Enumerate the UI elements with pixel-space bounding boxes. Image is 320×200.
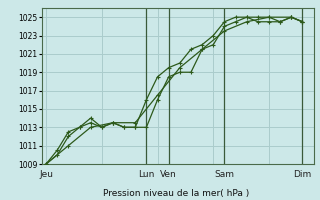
Text: Pression niveau de la mer( hPa ): Pression niveau de la mer( hPa ) bbox=[103, 189, 249, 198]
Text: Lun: Lun bbox=[138, 170, 155, 179]
Text: Sam: Sam bbox=[214, 170, 235, 179]
Text: Ven: Ven bbox=[160, 170, 177, 179]
Text: Dim: Dim bbox=[293, 170, 312, 179]
Text: Jeu: Jeu bbox=[39, 170, 53, 179]
